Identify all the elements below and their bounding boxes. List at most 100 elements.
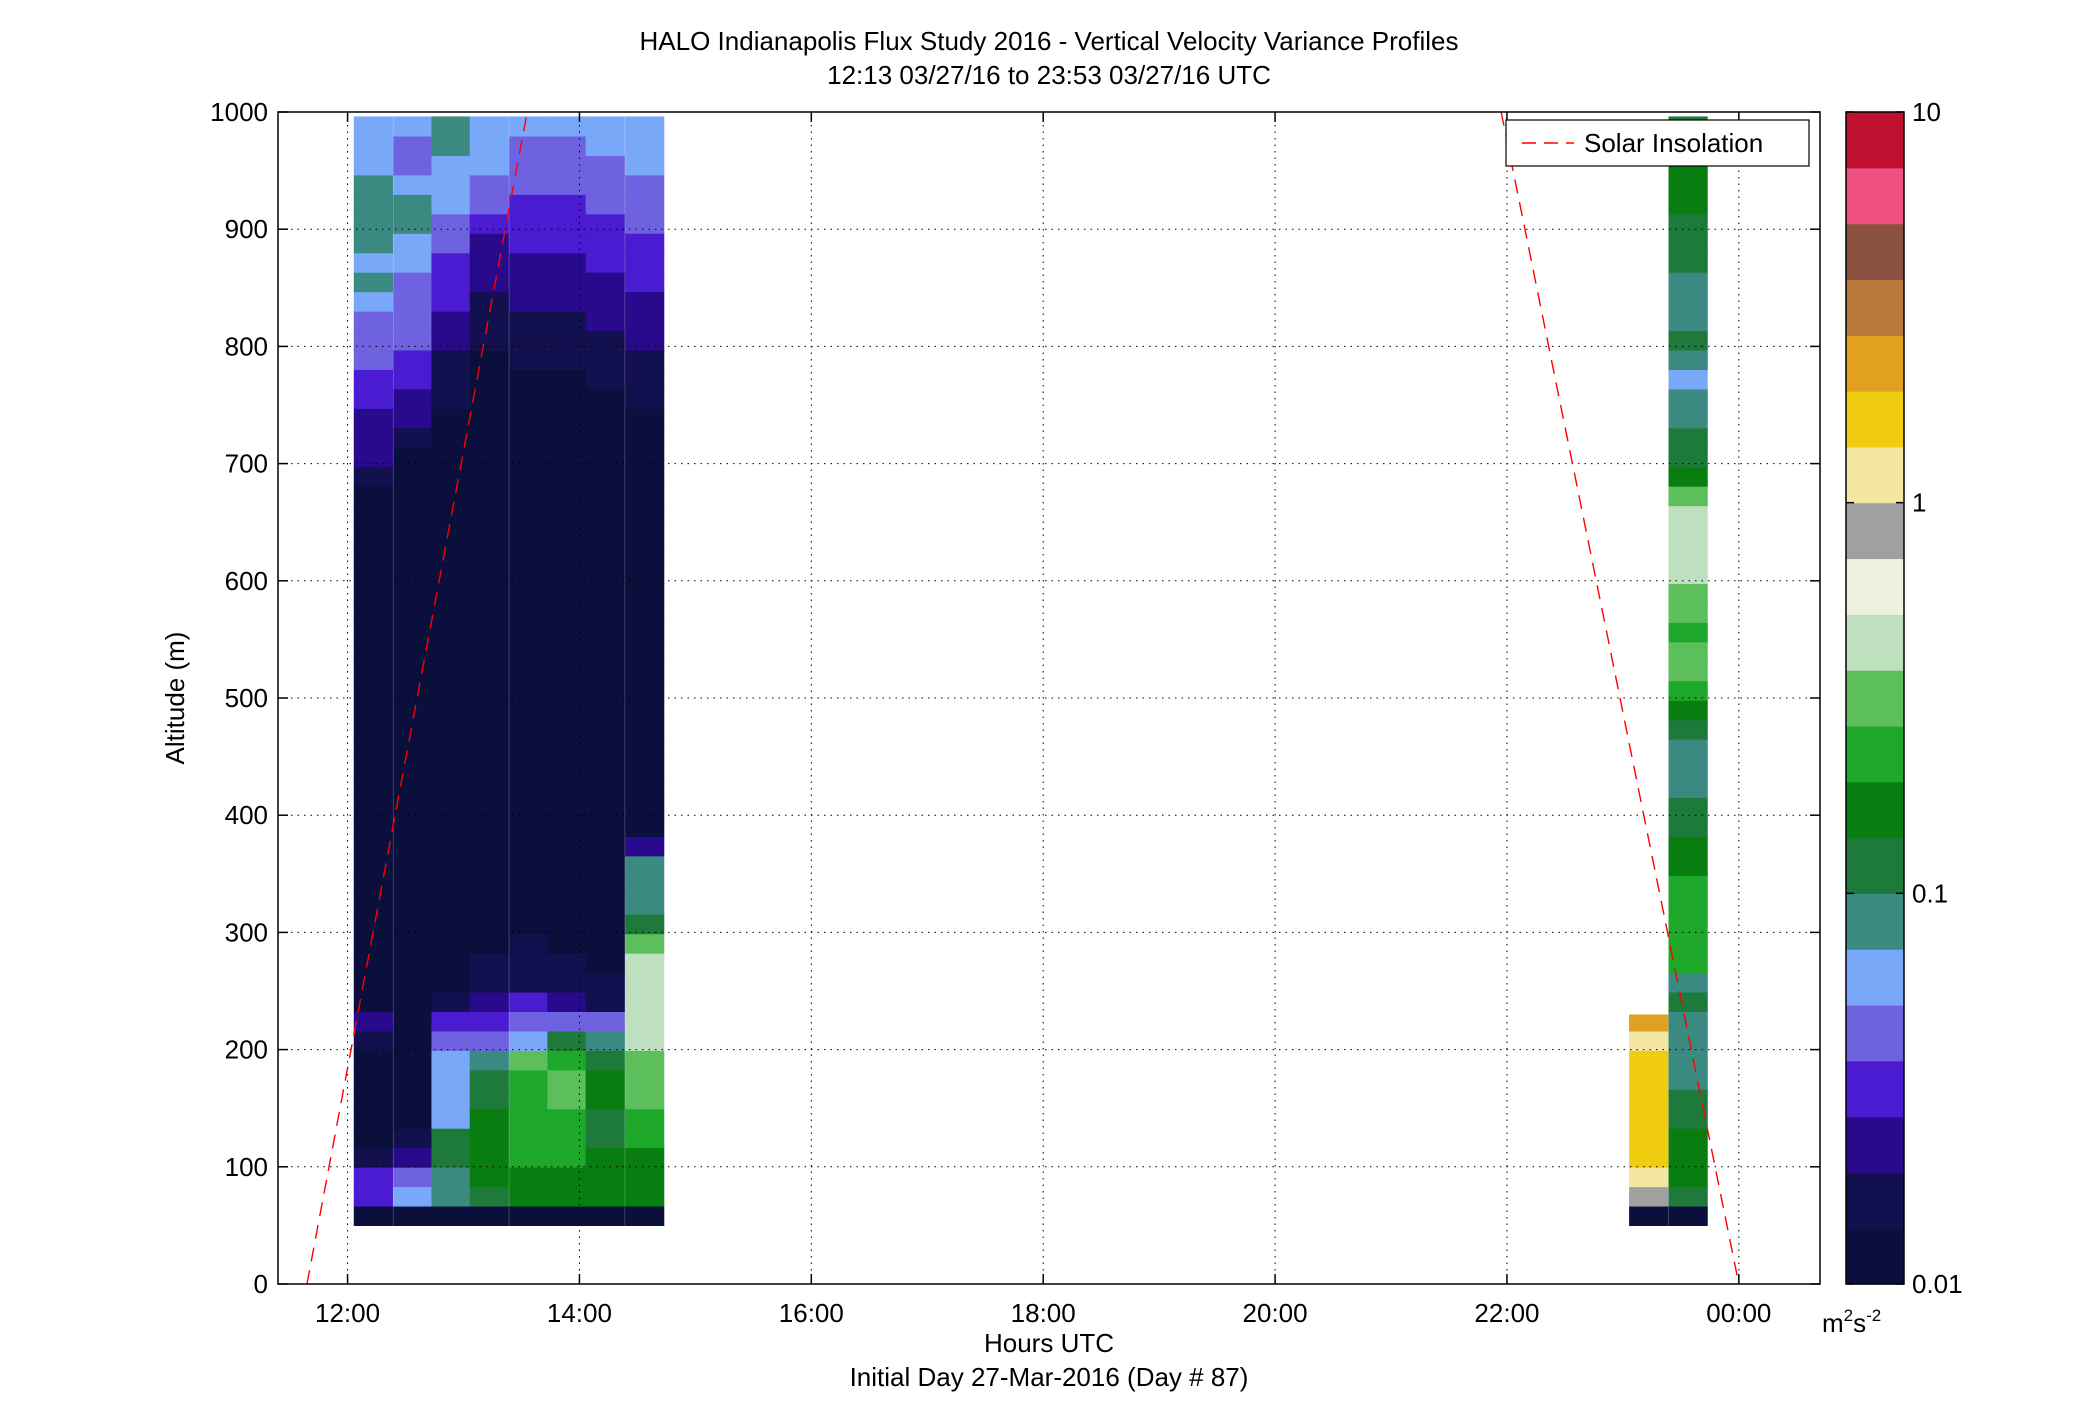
colorbar-unit-sup2: -2 [1866,1306,1881,1325]
heatmap-cell [625,894,665,915]
heatmap-cell [509,602,549,623]
heatmap-cell [625,116,665,137]
heatmap-cell [353,661,393,682]
heatmap-cell [469,1128,509,1149]
heatmap-cell [353,486,393,507]
heatmap-cell [547,116,587,137]
heatmap-cell [509,388,549,409]
heatmap-cell [547,1167,587,1188]
heatmap-cell [509,427,549,448]
heatmap-cell [585,525,625,546]
heatmap-cell [469,233,509,254]
heatmap-cell [547,349,587,370]
heatmap-cell [353,408,393,429]
heatmap-cell [547,272,587,293]
heatmap-cell [1668,797,1708,818]
heatmap-cell [431,388,471,409]
heatmap-cell [585,680,625,701]
heatmap-cell [509,563,549,584]
heatmap-cell [625,525,665,546]
heatmap-cell [625,680,665,701]
heatmap-cell [1668,991,1708,1012]
heatmap-cell [431,447,471,468]
heatmap-cell [1668,233,1708,254]
heatmap-cell [585,155,625,176]
heatmap-cell [625,311,665,332]
heatmap-cell [393,836,433,857]
heatmap-cell [393,816,433,837]
heatmap-cell [469,641,509,662]
x-tick-label: 20:00 [1243,1298,1308,1328]
heatmap-cell [547,563,587,584]
heatmap-cell [469,408,509,429]
heatmap-cell [585,1128,625,1149]
x-tick-label: 00:00 [1706,1298,1771,1328]
heatmap-cell [393,349,433,370]
heatmap-cell [393,777,433,798]
heatmap-cell [469,525,509,546]
y-tick-label: 300 [225,917,268,947]
heatmap-cell [431,739,471,760]
heatmap-cell [625,1050,665,1071]
colorbar-segment [1846,1172,1904,1229]
heatmap-cell [393,914,433,935]
solar-insolation-line [1500,112,1740,1284]
heatmap-cell [393,135,433,156]
heatmap-cell [585,563,625,584]
heatmap-cell [1668,563,1708,584]
heatmap-cell [547,194,587,215]
heatmap-cell [547,739,587,760]
heatmap-cell [393,641,433,662]
heatmap-cell [469,155,509,176]
heatmap-cell [1629,1108,1669,1129]
heatmap-cell [547,544,587,565]
heatmap-cell [393,466,433,487]
heatmap-cell [1668,1167,1708,1188]
heatmap-cell [393,972,433,993]
heatmap-cell [469,311,509,332]
heatmap-cell [1668,213,1708,234]
heatmap-cell [393,505,433,526]
heatmap-cell [393,330,433,351]
heatmap-cell [509,349,549,370]
colorbar-segment [1846,335,1904,392]
x-tick-label: 14:00 [547,1298,612,1328]
heatmap-cell [625,797,665,818]
heatmap-cell [509,466,549,487]
heatmap-cell [353,349,393,370]
heatmap-cell [431,194,471,215]
colorbar-tick-label: 0.01 [1912,1269,1963,1299]
heatmap-cell [393,1186,433,1207]
heatmap-cell [625,505,665,526]
heatmap-cell [625,330,665,351]
heatmap-cell [547,525,587,546]
y-tick-label: 600 [225,566,268,596]
heatmap-cell [1668,252,1708,273]
heatmap-cell [625,388,665,409]
heatmap-cell [469,719,509,740]
heatmap-cell [585,427,625,448]
heatmap-cell [469,1011,509,1032]
heatmap-cell [353,1108,393,1129]
heatmap-cell [353,914,393,935]
heatmap-cell [585,330,625,351]
heatmap-cell [431,349,471,370]
heatmap-cell [547,1011,587,1032]
heatmap-cell [469,602,509,623]
heatmap-cell [509,991,549,1012]
heatmap-cell [1668,1011,1708,1032]
heatmap-cell [469,777,509,798]
heatmap-cell [1668,1205,1708,1226]
heatmap-cell [625,875,665,896]
heatmap-cell [393,1108,433,1129]
heatmap-cell [547,1089,587,1110]
heatmap-cell [1668,1108,1708,1129]
heatmap-cell [509,311,549,332]
heatmap-cell [469,466,509,487]
heatmap-cell [469,583,509,604]
heatmap-cell [585,894,625,915]
colorbar-segment [1846,725,1904,783]
heatmap-cell [469,544,509,565]
heatmap-cell [547,602,587,623]
heatmap-cell [1629,1205,1669,1226]
